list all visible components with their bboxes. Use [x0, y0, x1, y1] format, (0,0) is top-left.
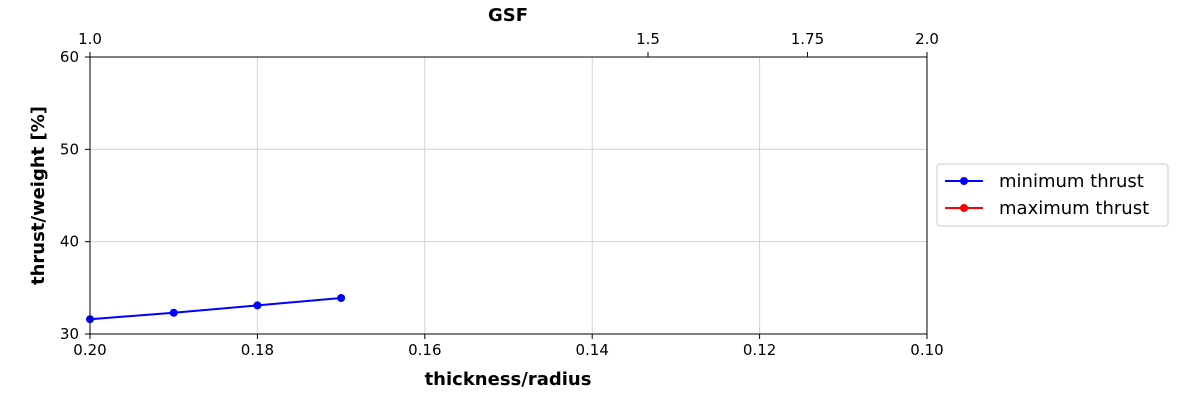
y-tick-label: 50 — [60, 140, 79, 158]
legend: minimum thrust maximum thrust — [936, 163, 1169, 227]
left-axis: 30 40 50 60 — [60, 48, 90, 343]
series-layer — [86, 293, 346, 324]
x-tick-label: 0.16 — [408, 341, 441, 359]
x-tick-label: 0.12 — [743, 341, 776, 359]
y-axis-label: thrust/weight [%] — [28, 106, 49, 285]
y-tick-label: 40 — [60, 233, 79, 251]
x-tick-label: 0.20 — [73, 341, 106, 359]
secondary-x-axis-label: GSF — [488, 5, 528, 26]
top-tick-label: 1.75 — [791, 30, 824, 48]
legend-label-maximum-thrust: maximum thrust — [999, 198, 1149, 219]
y-tick-label: 30 — [60, 325, 79, 343]
data-point-minimum-thrust — [253, 301, 262, 310]
top-tick-label: 1.5 — [636, 30, 660, 48]
y-tick-label: 60 — [60, 48, 79, 66]
data-point-minimum-thrust — [169, 308, 178, 317]
legend-marker-minimum-thrust — [960, 177, 968, 185]
x-tick-label: 0.18 — [241, 341, 274, 359]
series-line-minimum-thrust — [89, 296, 342, 321]
x-axis-label: thickness/radius — [425, 369, 592, 390]
top-tick-label: 2.0 — [915, 30, 939, 48]
legend-label-minimum-thrust: minimum thrust — [999, 171, 1144, 192]
legend-box — [936, 163, 1169, 227]
top-tick-label: 1.0 — [78, 30, 102, 48]
x-tick-label: 0.10 — [910, 341, 943, 359]
legend-marker-maximum-thrust — [960, 204, 968, 212]
top-axis: 1.0 1.5 1.75 2.0 — [78, 30, 939, 57]
data-point-minimum-thrust — [337, 293, 346, 302]
x-tick-label: 0.14 — [575, 341, 608, 359]
bottom-axis: 0.20 0.18 0.16 0.14 0.12 0.10 — [73, 334, 944, 359]
plot-frame — [89, 56, 928, 335]
